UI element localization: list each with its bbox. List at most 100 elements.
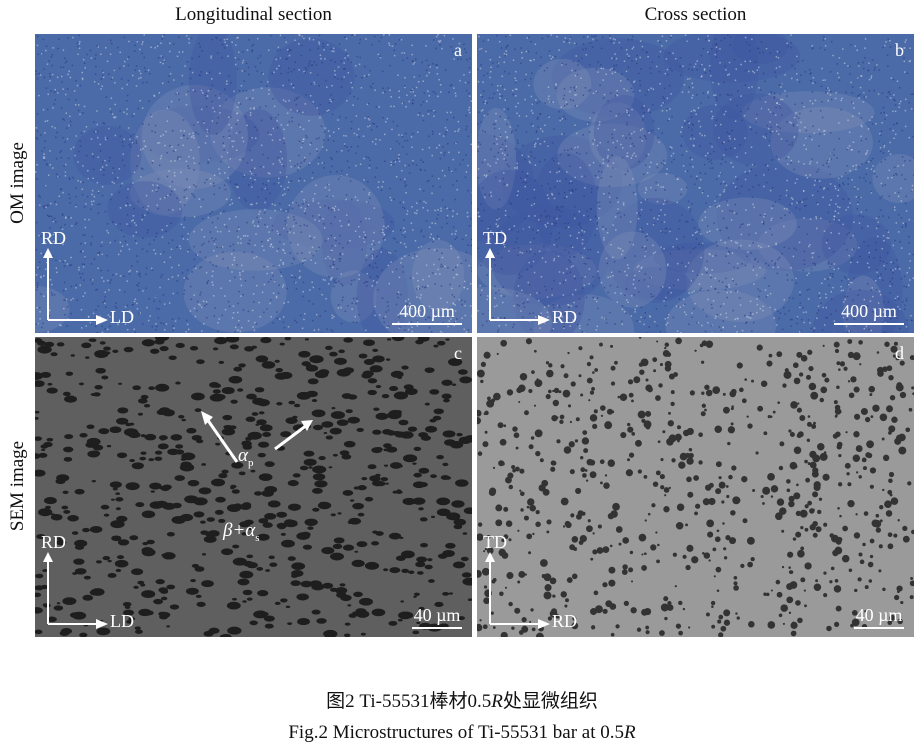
alpha-particle bbox=[62, 391, 71, 397]
alpha-particle bbox=[78, 382, 85, 386]
alpha-particle bbox=[599, 459, 605, 465]
alpha-particle bbox=[820, 386, 828, 394]
alpha-particle bbox=[782, 622, 786, 626]
alpha-particle bbox=[146, 539, 155, 545]
alpha-particle bbox=[233, 366, 243, 372]
alpha-particle bbox=[477, 369, 485, 378]
alpha-particle bbox=[190, 578, 196, 583]
alpha-particle bbox=[367, 378, 378, 384]
alpha-particle bbox=[463, 507, 472, 515]
alpha-particle bbox=[643, 474, 648, 479]
alpha-particle bbox=[909, 355, 914, 361]
alpha-particle bbox=[285, 417, 298, 424]
alpha-particle bbox=[394, 431, 406, 438]
alpha-particle bbox=[578, 540, 584, 545]
alpha-particle bbox=[757, 405, 764, 412]
alpha-particle bbox=[851, 618, 860, 627]
alpha-particle bbox=[538, 484, 546, 492]
column-header-longitudinal: Longitudinal section bbox=[175, 4, 332, 25]
alpha-particle bbox=[834, 578, 839, 583]
alpha-particle bbox=[512, 468, 516, 473]
alpha-particle bbox=[775, 579, 781, 585]
alpha-particle bbox=[291, 562, 306, 571]
alpha-particle bbox=[722, 522, 725, 525]
alpha-particle bbox=[302, 544, 313, 550]
alpha-particle bbox=[756, 344, 763, 351]
alpha-particle bbox=[788, 566, 791, 569]
alpha-particle bbox=[126, 620, 133, 624]
alpha-particle bbox=[836, 385, 840, 390]
alpha-particle bbox=[541, 574, 546, 579]
alpha-particle bbox=[650, 544, 657, 551]
alpha-particle bbox=[592, 532, 595, 535]
alpha-particle bbox=[574, 439, 579, 443]
alpha-particle bbox=[733, 581, 738, 586]
alpha-particle bbox=[453, 518, 467, 526]
alpha-particle bbox=[342, 544, 355, 551]
alpha-particle bbox=[858, 552, 863, 557]
alpha-particle bbox=[171, 515, 186, 524]
alpha-particle bbox=[267, 500, 281, 508]
alpha-particle bbox=[682, 607, 686, 611]
alpha-particle bbox=[873, 519, 882, 528]
alpha-particle bbox=[96, 627, 111, 636]
alpha-particle bbox=[726, 494, 730, 499]
alpha-particle bbox=[897, 519, 900, 522]
alpha-particle bbox=[342, 490, 354, 496]
alpha-particle bbox=[103, 346, 111, 351]
alpha-particle bbox=[881, 437, 885, 441]
alpha-particle bbox=[416, 571, 424, 575]
alpha-particle bbox=[116, 417, 129, 425]
alpha-particle bbox=[89, 450, 101, 457]
alpha-particle bbox=[149, 482, 162, 490]
alpha-particle bbox=[375, 385, 382, 389]
alpha-particle bbox=[659, 630, 665, 636]
alpha-particle bbox=[582, 473, 587, 478]
alpha-particle bbox=[886, 365, 893, 372]
alpha-particle bbox=[506, 572, 514, 580]
alpha-particle bbox=[492, 466, 496, 469]
alpha-particle bbox=[103, 513, 110, 517]
alpha-particle bbox=[519, 373, 528, 381]
alpha-particle bbox=[386, 338, 392, 341]
alpha-particle bbox=[838, 453, 842, 458]
alpha-particle bbox=[770, 495, 774, 498]
alpha-particle bbox=[611, 366, 616, 370]
alpha-particle bbox=[518, 630, 524, 635]
alpha-particle bbox=[589, 471, 597, 479]
alpha-particle bbox=[524, 573, 528, 576]
alpha-particle bbox=[805, 374, 812, 380]
alpha-particle bbox=[467, 598, 472, 601]
alpha-particle bbox=[682, 554, 687, 559]
alpha-particle bbox=[544, 584, 552, 592]
alpha-p-annotation: αp bbox=[238, 445, 254, 469]
alpha-particle bbox=[134, 626, 141, 630]
alpha-particle bbox=[185, 587, 199, 595]
scale-bar-group: 40 µm bbox=[854, 605, 904, 629]
alpha-particle bbox=[506, 389, 514, 396]
alpha-particle bbox=[813, 484, 821, 492]
alpha-particle bbox=[398, 419, 409, 426]
alpha-particle bbox=[826, 625, 832, 632]
alpha-particle bbox=[175, 342, 185, 349]
alpha-particle bbox=[815, 526, 822, 533]
alpha-particle bbox=[64, 434, 74, 440]
alpha-particle bbox=[565, 521, 572, 529]
alpha-particle bbox=[664, 494, 667, 497]
alpha-particle bbox=[59, 630, 70, 636]
alpha-particle bbox=[799, 509, 808, 518]
alpha-particle bbox=[260, 337, 272, 344]
alpha-particle bbox=[631, 399, 634, 403]
alpha-particle bbox=[899, 391, 907, 399]
alpha-particle bbox=[503, 534, 509, 540]
scale-text: 400 µm bbox=[841, 301, 897, 321]
alpha-particle bbox=[663, 487, 670, 493]
alpha-particle bbox=[736, 616, 740, 620]
alpha-particle bbox=[895, 385, 899, 389]
alpha-particle bbox=[477, 623, 483, 632]
alpha-particle bbox=[637, 410, 646, 419]
alpha-particle bbox=[276, 511, 288, 518]
alpha-particle bbox=[609, 603, 617, 610]
alpha-particle bbox=[790, 621, 798, 629]
alpha-particle bbox=[741, 475, 748, 483]
